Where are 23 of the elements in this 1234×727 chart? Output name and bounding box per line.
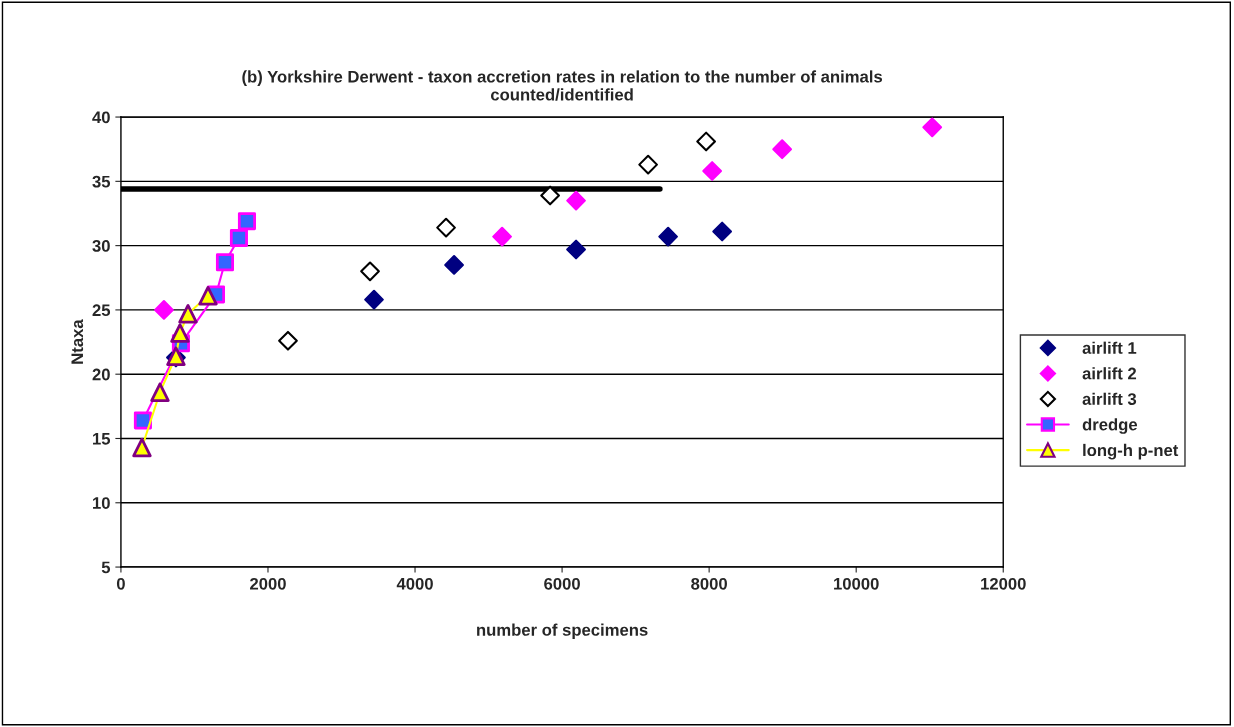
y-tick-label: 10 (93, 497, 110, 509)
y-tick-label: 15 (93, 433, 111, 445)
legend-label: airlift 3 (1082, 392, 1137, 405)
legend-label: airlift 2 (1082, 367, 1137, 380)
y-tick-label: 40 (92, 111, 110, 124)
x-tick-label: 0 (116, 577, 125, 590)
y-tick-label: 35 (92, 175, 111, 188)
y-tick-label: 30 (92, 240, 110, 252)
y-tick-label: 25 (92, 304, 111, 317)
legend-label: airlift 1 (1082, 341, 1137, 354)
y-tick-label: 20 (92, 368, 110, 381)
legend-label: dredge (1082, 418, 1138, 434)
y-axis-title: Ntaxa (71, 319, 84, 364)
x-tick-label: 10000 (834, 577, 879, 590)
x-tick-label: 4000 (396, 577, 433, 590)
x-tick-label: 6000 (544, 577, 580, 590)
y-tick-label: 5 (101, 561, 111, 574)
x-tick-label: 2000 (250, 577, 286, 590)
x-tick-label: 12000 (981, 577, 1026, 590)
legend-label: long-h p-net (1083, 443, 1179, 460)
x-tick-label: 8000 (691, 577, 727, 590)
chart-title: (b) Yorkshire Derwent - taxon accretion rates in relation to the number of animals counted/identified (242, 70, 883, 101)
x-axis-title: number of specimens (477, 623, 648, 640)
